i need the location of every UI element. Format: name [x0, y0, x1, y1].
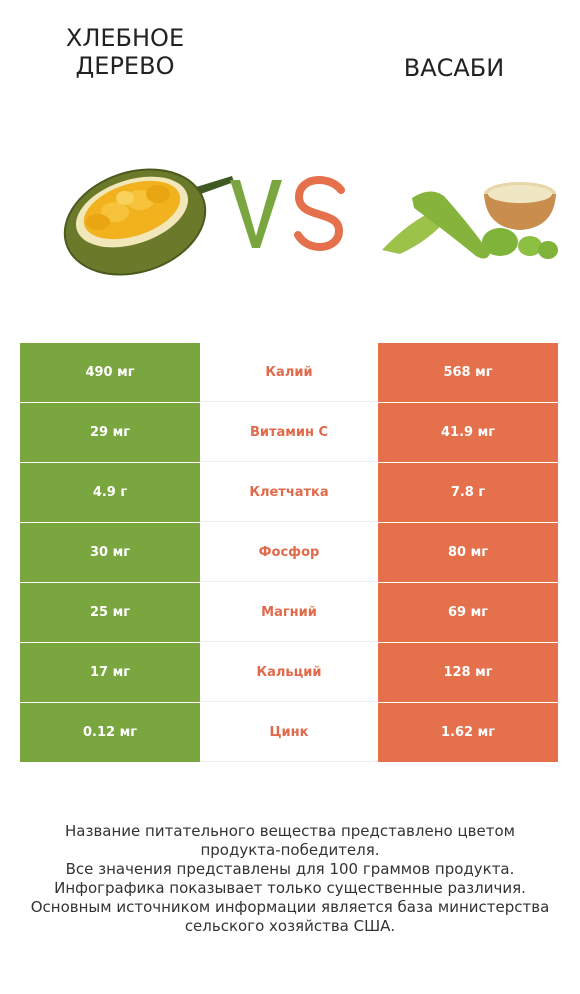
jackfruit-image [63, 168, 234, 276]
table-row: 25 мг Магний 69 мг [20, 583, 559, 643]
comparison-table: 490 мг Калий 568 мг 29 мг Витамин C 41.9… [20, 343, 559, 763]
table-row: 30 мг Фосфор 80 мг [20, 523, 559, 583]
nutrient-name: Фосфор [200, 523, 378, 582]
table-row: 29 мг Витамин C 41.9 мг [20, 403, 559, 463]
wasabi-image [382, 182, 558, 259]
right-value: 7.8 г [378, 463, 558, 522]
left-value: 0.12 мг [20, 703, 200, 762]
footer-note: Название питательного вещества представл… [20, 822, 560, 936]
table-row: 0.12 мг Цинк 1.62 мг [20, 703, 559, 763]
nutrient-name: Кальций [200, 643, 378, 702]
right-value: 41.9 мг [378, 403, 558, 462]
footer-line: Все значения представлены для 100 граммо… [65, 860, 515, 878]
left-product-title: ХЛЕБНОЕ ДЕРЕВО [65, 24, 185, 80]
right-value: 128 мг [378, 643, 558, 702]
table-row: 4.9 г Клетчатка 7.8 г [20, 463, 559, 523]
footer-line: продукта-победителя. [200, 841, 380, 859]
table-row: 17 мг Кальций 128 мг [20, 643, 559, 703]
right-value: 1.62 мг [378, 703, 558, 762]
left-value: 30 мг [20, 523, 200, 582]
footer-line: Название питательного вещества представл… [65, 822, 515, 840]
footer-line: Основным источником информации является … [30, 898, 550, 916]
nutrient-name: Клетчатка [200, 463, 378, 522]
nutrient-name: Магний [200, 583, 378, 642]
product-images [0, 150, 580, 290]
vs-letter-v [230, 180, 282, 248]
left-value: 490 мг [20, 343, 200, 402]
left-value: 25 мг [20, 583, 200, 642]
vs-letter-s [294, 176, 345, 252]
nutrient-name: Витамин C [200, 403, 378, 462]
left-value: 17 мг [20, 643, 200, 702]
right-value: 568 мг [378, 343, 558, 402]
footer-line: сельского хозяйства США. [184, 917, 396, 935]
right-value: 69 мг [378, 583, 558, 642]
nutrient-name: Калий [200, 343, 378, 402]
footer-line: Инфографика показывает только существенн… [54, 879, 526, 897]
left-value: 4.9 г [20, 463, 200, 522]
right-value: 80 мг [378, 523, 558, 582]
right-product-title: ВАСАБИ [403, 54, 505, 82]
table-row: 490 мг Калий 568 мг [20, 343, 559, 403]
nutrient-name: Цинк [200, 703, 378, 762]
left-value: 29 мг [20, 403, 200, 462]
